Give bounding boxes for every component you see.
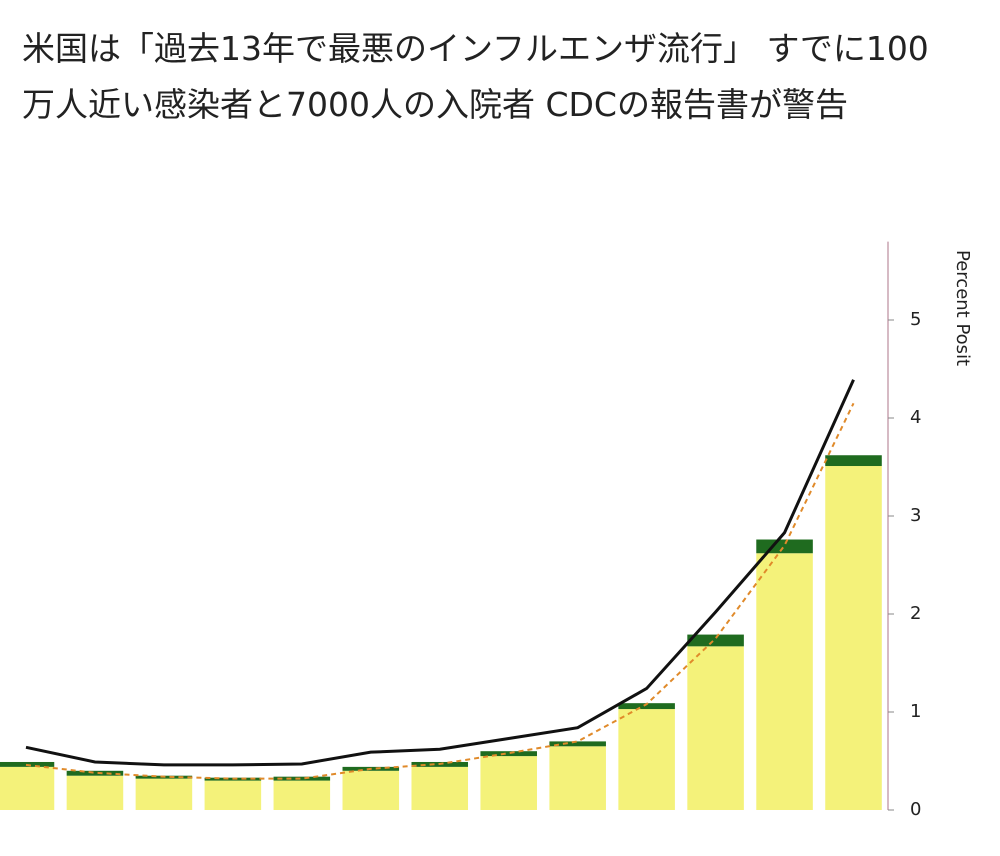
y-tick-label: 5 xyxy=(910,309,921,330)
y-tick-label: 1 xyxy=(910,701,921,722)
y-tick-label: 3 xyxy=(910,505,921,526)
bar-segment xyxy=(66,775,124,810)
bar-segment xyxy=(825,466,882,810)
line-series xyxy=(25,402,855,780)
headline: 米国は「過去13年で最悪のインフルエンザ流行」 すでに100 xyxy=(22,29,929,68)
bar-segment xyxy=(0,766,55,810)
bar-segment xyxy=(480,751,537,757)
y-tick-label: 2 xyxy=(910,603,921,624)
bar-segment xyxy=(135,778,193,810)
bar-segment xyxy=(273,776,331,781)
bar-segment xyxy=(66,770,124,776)
bar-segment xyxy=(756,553,813,810)
y-tick-label: 0 xyxy=(910,799,921,820)
bar-segment xyxy=(204,780,262,810)
bar-segment xyxy=(549,741,606,747)
bar-segment xyxy=(342,770,400,810)
bar-segment xyxy=(411,766,469,810)
bar-segment xyxy=(618,709,675,810)
bar-segment xyxy=(480,756,537,810)
bar-segment xyxy=(687,634,744,647)
y-axis-label: Percent Posit xyxy=(952,250,973,366)
bar-segment xyxy=(618,703,675,710)
line-series xyxy=(25,379,855,767)
bar-segment xyxy=(825,455,882,467)
bar-segment xyxy=(273,780,331,810)
bar-segment xyxy=(549,746,606,810)
headline: 万人近い感染者と7000人の入院者 CDCの報告書が警告 xyxy=(22,85,848,124)
bar-segment xyxy=(756,539,813,554)
y-tick-label: 4 xyxy=(910,407,921,428)
bar-segment xyxy=(687,646,744,810)
